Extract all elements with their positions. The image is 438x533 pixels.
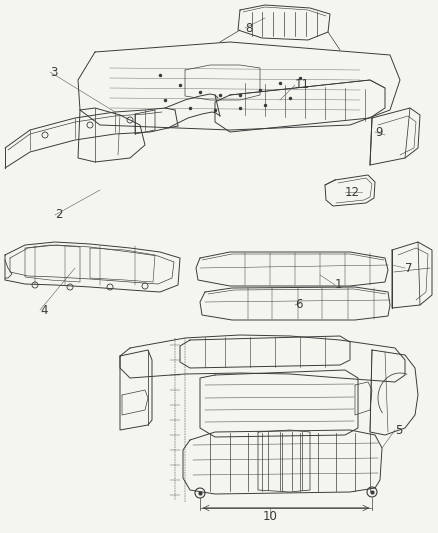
Text: 1: 1 [335, 279, 343, 292]
Text: 6: 6 [295, 298, 303, 311]
Text: 4: 4 [40, 303, 47, 317]
Text: 3: 3 [50, 66, 57, 78]
Text: 11: 11 [295, 78, 310, 92]
Text: 9: 9 [375, 125, 382, 139]
Text: 7: 7 [405, 262, 413, 274]
Text: 8: 8 [245, 21, 252, 35]
Text: 5: 5 [395, 424, 403, 437]
Text: 12: 12 [345, 185, 360, 198]
Text: 10: 10 [262, 511, 277, 523]
Text: 2: 2 [55, 208, 63, 222]
